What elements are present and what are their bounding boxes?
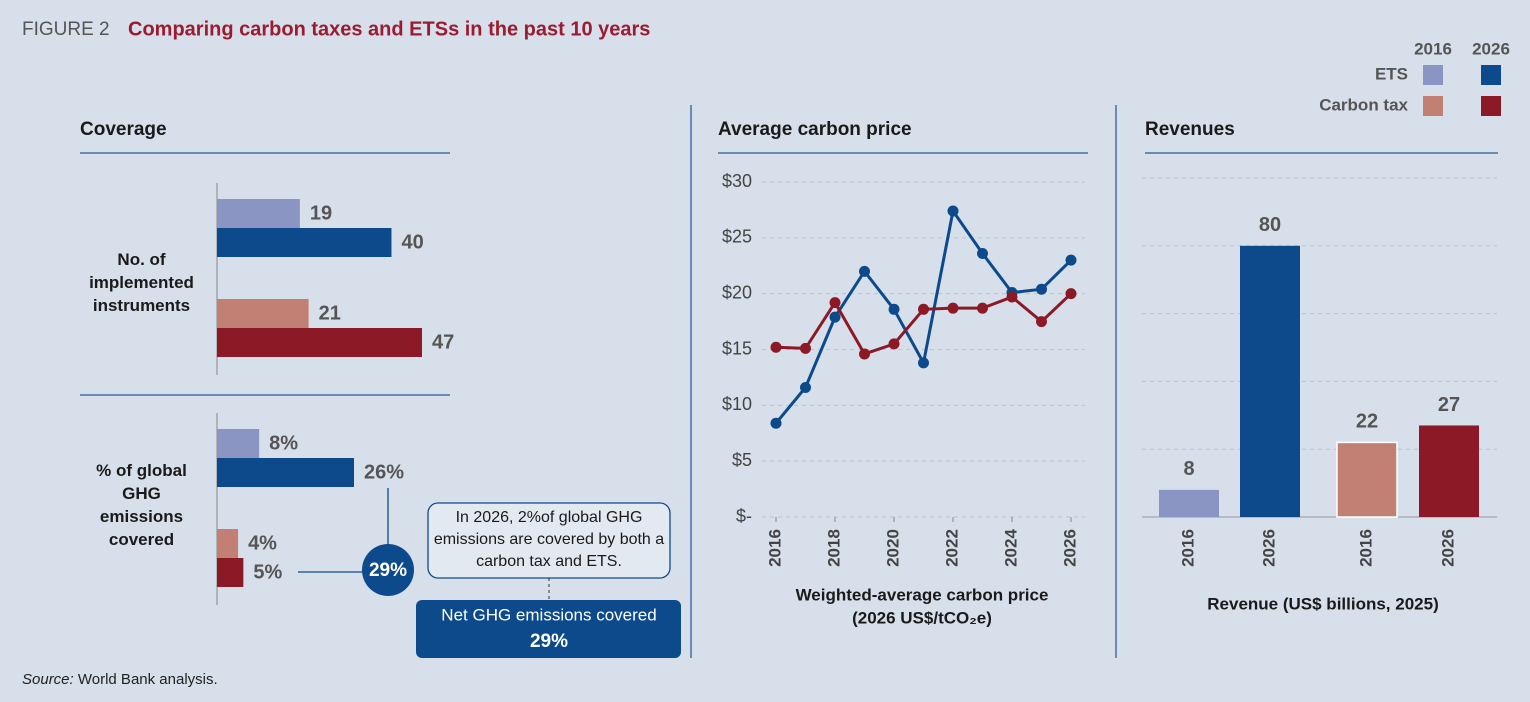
legend-swatch [1481, 96, 1501, 116]
point [888, 338, 900, 350]
value-label: 22 [1356, 411, 1378, 433]
x-tick-label: 2024 [1001, 529, 1020, 567]
category-label: No. of implemented instruments [89, 250, 194, 315]
value-label: 47 [432, 331, 454, 353]
legend-swatch [1423, 96, 1443, 116]
line [775, 292, 1073, 356]
x-tick-label: 2026 [1259, 529, 1278, 567]
y-tick-label: $5 [732, 450, 752, 470]
panel-title: Revenues [1145, 119, 1235, 140]
panel-title: Average carbon price [718, 119, 912, 140]
point [770, 417, 782, 429]
net-box [416, 600, 681, 658]
x-tick-label: 2016 [1178, 529, 1197, 567]
y-tick-label: $15 [722, 338, 752, 358]
bar [217, 529, 239, 558]
legend-swatch [1423, 65, 1443, 85]
bar [217, 558, 244, 587]
legend-swatch [1481, 65, 1501, 85]
legend-column: 2016 [1414, 39, 1452, 58]
value-label: 21 [319, 302, 341, 324]
point [859, 265, 870, 277]
point [1065, 288, 1077, 300]
point [1065, 254, 1077, 266]
point [770, 341, 782, 353]
bar [1240, 245, 1300, 518]
value-label: 40 [401, 231, 423, 253]
value-label: 26% [364, 461, 404, 483]
point [918, 303, 929, 315]
bar [217, 458, 354, 487]
net-box-value: 29% [530, 631, 568, 652]
point [859, 348, 870, 360]
net-value-label: 29% [369, 560, 407, 581]
source: Source: World Bank analysis. [22, 671, 218, 688]
x-tick-label: 2026 [1438, 529, 1457, 567]
y-tick-label: $25 [722, 227, 752, 247]
value-label: 4% [248, 532, 277, 554]
bar [1159, 489, 1219, 517]
source-text: World Bank analysis. [74, 671, 218, 688]
x-tick-label: 2026 [1060, 529, 1079, 567]
legend-column: 2026 [1472, 39, 1510, 58]
net-label: Net GHG emissions covered [441, 605, 656, 624]
x-tick-label: 2022 [942, 529, 961, 567]
x-tick-label: 2016 [765, 529, 784, 567]
x-axis-label: Revenue (US$ billions, 2025) [1207, 594, 1438, 613]
y-tick-label: $10 [722, 394, 752, 414]
bar [1419, 425, 1479, 517]
point [1036, 316, 1047, 328]
point [947, 302, 959, 314]
point [977, 302, 988, 314]
y-tick-label: $30 [722, 171, 752, 191]
panel-title: Coverage [80, 119, 167, 140]
line [774, 207, 1073, 425]
point [918, 357, 929, 369]
point [829, 297, 841, 309]
value-label: 5% [253, 561, 282, 583]
bar [1336, 441, 1398, 518]
legend-row: Carbon tax [1319, 95, 1408, 114]
annotation: In 2026, 2%of global GHG emissions are c… [433, 509, 665, 570]
value-label: 8% [269, 432, 298, 454]
net-circle [362, 544, 414, 596]
value-label: 8 [1183, 458, 1194, 480]
x-tick-label: 2018 [824, 529, 843, 567]
bar [217, 199, 300, 228]
x-axis-label: (2026 US$/tCO₂e) [852, 608, 992, 627]
point [1036, 283, 1047, 295]
x-tick-label: 2020 [883, 529, 902, 567]
value-label: 80 [1259, 214, 1281, 236]
source-label: Source: [22, 671, 74, 688]
figure-title: Comparing carbon taxes and ETSs in the p… [128, 18, 650, 40]
point [977, 247, 988, 259]
point [947, 205, 959, 217]
point [888, 303, 900, 315]
bar [217, 429, 260, 458]
bar [217, 228, 392, 257]
figure-label: FIGURE 2 [22, 19, 110, 40]
point [829, 311, 841, 323]
point [1006, 291, 1018, 303]
y-tick-label: $20 [722, 282, 752, 302]
x-axis-label: Weighted-average carbon price [796, 585, 1049, 604]
bar [217, 328, 422, 357]
y-tick-label: $- [736, 506, 752, 526]
category-label: % of global GHG emissions covered [96, 461, 187, 549]
value-label: 27 [1438, 394, 1460, 416]
value-label: 19 [310, 202, 332, 224]
legend-row: ETS [1375, 64, 1408, 83]
point [800, 342, 811, 354]
point [800, 381, 811, 393]
x-tick-label: 2016 [1356, 529, 1375, 567]
bar [217, 299, 309, 328]
